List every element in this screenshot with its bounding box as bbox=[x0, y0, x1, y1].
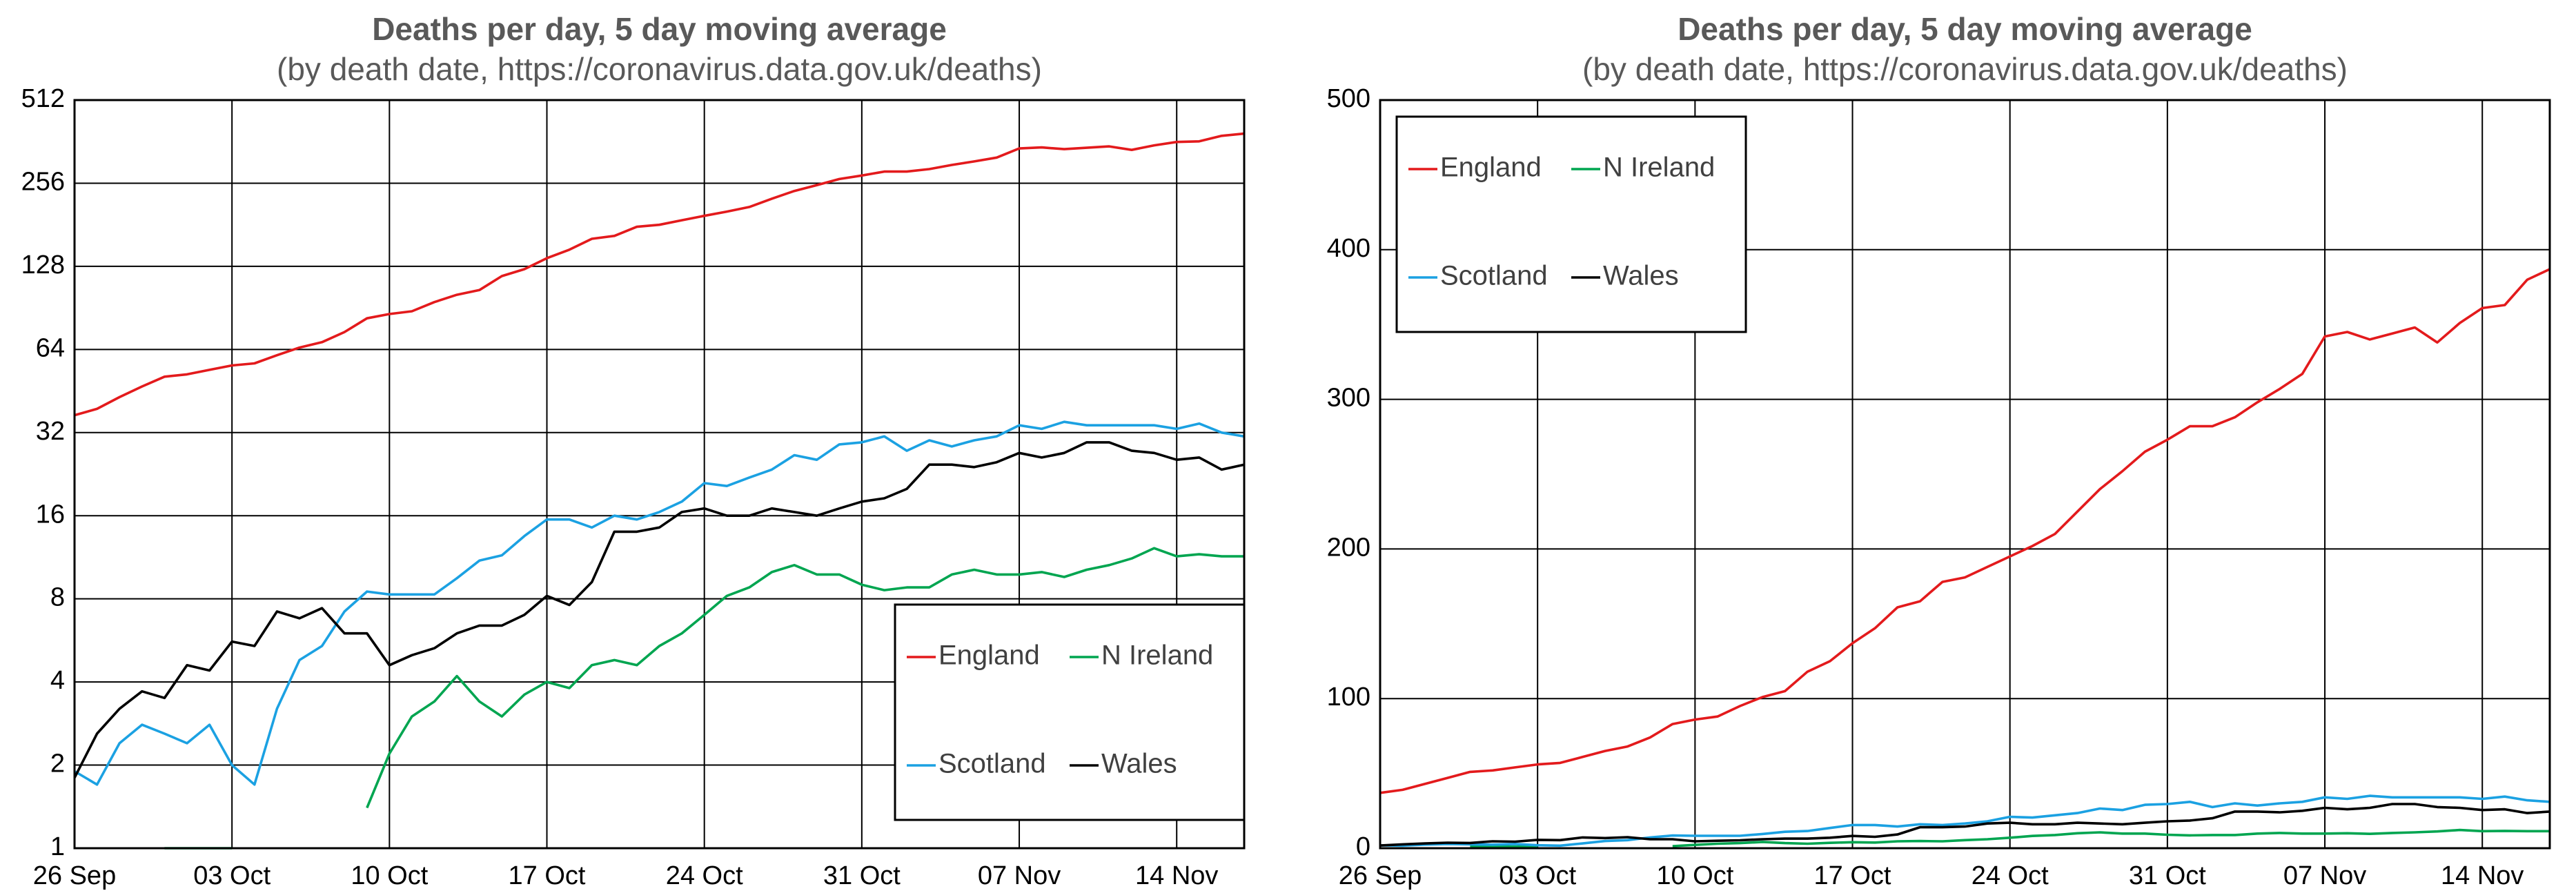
series-line bbox=[1379, 794, 2550, 848]
series-line bbox=[74, 420, 1245, 786]
legend-label: Scotland bbox=[1440, 261, 1548, 291]
series-line bbox=[74, 132, 1245, 417]
x-tick-label: 31 Oct bbox=[823, 861, 901, 890]
chart-title: Deaths per day, 5 day moving average bbox=[372, 11, 947, 47]
series-line bbox=[1379, 268, 2550, 794]
y-tick-label: 8 bbox=[50, 583, 65, 612]
x-tick-label: 17 Oct bbox=[1814, 861, 1891, 890]
y-tick-label: 300 bbox=[1327, 384, 1370, 413]
y-tick-label: 4 bbox=[50, 666, 65, 695]
x-tick-label: 26 Sep bbox=[1339, 861, 1422, 890]
y-tick-label: 256 bbox=[21, 167, 65, 196]
x-tick-label: 07 Nov bbox=[978, 861, 1061, 890]
y-tick-label: 16 bbox=[36, 500, 65, 529]
series-line bbox=[1470, 828, 2550, 848]
y-tick-label: 2 bbox=[50, 750, 65, 779]
x-tick-label: 03 Oct bbox=[1499, 861, 1576, 890]
series-line bbox=[73, 441, 1245, 779]
chart-title: Deaths per day, 5 day moving average bbox=[1678, 11, 2252, 47]
legend-label: England bbox=[938, 640, 1040, 671]
legend-label: Wales bbox=[1603, 261, 1679, 291]
legend-label: Wales bbox=[1101, 749, 1177, 779]
x-tick-label: 31 Oct bbox=[2129, 861, 2206, 890]
y-tick-label: 400 bbox=[1327, 234, 1370, 263]
x-tick-label: 03 Oct bbox=[193, 861, 271, 890]
x-tick-label: 24 Oct bbox=[1972, 861, 2049, 890]
x-tick-label: 07 Nov bbox=[2283, 861, 2366, 890]
x-tick-label: 17 Oct bbox=[509, 861, 586, 890]
y-tick-label: 512 bbox=[21, 84, 65, 113]
y-tick-label: 128 bbox=[21, 251, 65, 280]
legend-label: Scotland bbox=[938, 749, 1046, 779]
chart-subtitle: (by death date, https://coronavirus.data… bbox=[1582, 51, 2348, 87]
plot-border bbox=[73, 99, 1246, 850]
x-tick-label: 14 Nov bbox=[1135, 861, 1218, 890]
y-tick-label: 500 bbox=[1327, 84, 1370, 113]
y-tick-label: 100 bbox=[1327, 683, 1370, 712]
y-tick-label: 32 bbox=[36, 417, 65, 446]
legend-box bbox=[1395, 115, 1747, 333]
y-tick-label: 1 bbox=[50, 832, 65, 861]
chart-subtitle: (by death date, https://coronavirus.data… bbox=[277, 51, 1042, 87]
legend-label: N Ireland bbox=[1603, 153, 1715, 183]
plot-border bbox=[1379, 99, 2551, 850]
y-tick-label: 64 bbox=[36, 333, 65, 362]
x-tick-label: 24 Oct bbox=[666, 861, 743, 890]
x-tick-label: 26 Sep bbox=[33, 861, 116, 890]
x-tick-label: 10 Oct bbox=[351, 861, 428, 890]
series-line bbox=[1379, 803, 2550, 847]
legend-label: England bbox=[1440, 153, 1542, 183]
legend-label: N Ireland bbox=[1101, 640, 1213, 671]
x-tick-label: 14 Nov bbox=[2441, 861, 2524, 890]
x-tick-label: 10 Oct bbox=[1656, 861, 1733, 890]
y-tick-label: 0 bbox=[1356, 832, 1370, 861]
legend-box bbox=[894, 603, 1246, 821]
y-tick-label: 200 bbox=[1327, 533, 1370, 562]
